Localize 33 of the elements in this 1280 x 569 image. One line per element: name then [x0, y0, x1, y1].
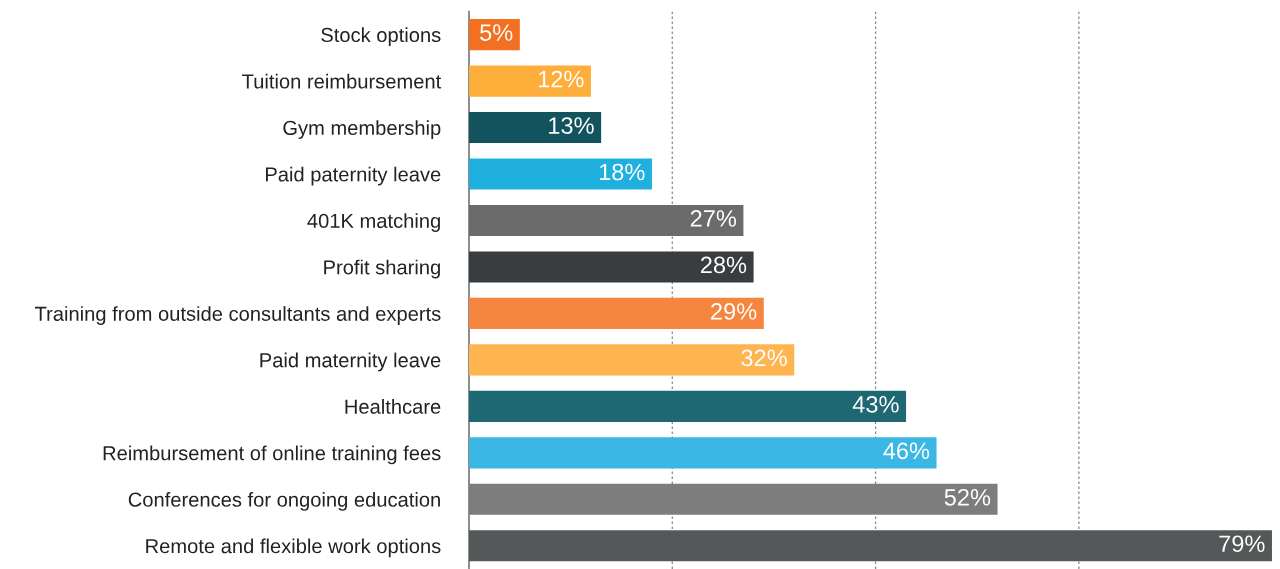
y-tick-label: 401K matching [307, 213, 440, 232]
data-label: 29% [711, 303, 757, 320]
data-label: 79% [1219, 535, 1265, 553]
y-tick-label: Healthcare [345, 399, 441, 414]
data-label: 5% [480, 24, 513, 41]
bar [469, 65, 591, 97]
y-tick-label: Remote and flexible work options [146, 538, 441, 558]
bar [469, 390, 907, 422]
y-tick-label: Gym membership [283, 120, 441, 140]
data-label: 12% [538, 70, 584, 88]
y-tick-label: Profit sharing [324, 259, 440, 279]
bar [469, 204, 744, 237]
data-label: 28% [700, 256, 747, 274]
bar [469, 297, 764, 329]
y-tick-label: Stock options [321, 27, 441, 47]
data-label: 13% [549, 117, 594, 134]
data-label: 52% [944, 488, 991, 506]
data-label: 43% [852, 395, 899, 413]
bar [469, 344, 795, 376]
data-label: 27% [690, 210, 737, 227]
bar [469, 437, 937, 469]
bar [469, 158, 652, 190]
y-tick-label: Tuition reimbursement [242, 73, 442, 89]
bar [469, 111, 602, 144]
y-tick-label: Conferences for ongoing education [128, 492, 440, 511]
y-tick-label: Reimbursement of online training fees [103, 445, 441, 465]
bar [469, 530, 1272, 562]
data-label: 46% [883, 442, 930, 460]
y-tick-label: Paid paternity leave [266, 166, 441, 186]
y-tick-label: Training from outside consultants and experts [34, 306, 441, 325]
data-label: 32% [741, 349, 787, 367]
data-label: 18% [599, 163, 645, 181]
y-tick-label: Paid maternity leave [260, 352, 441, 372]
